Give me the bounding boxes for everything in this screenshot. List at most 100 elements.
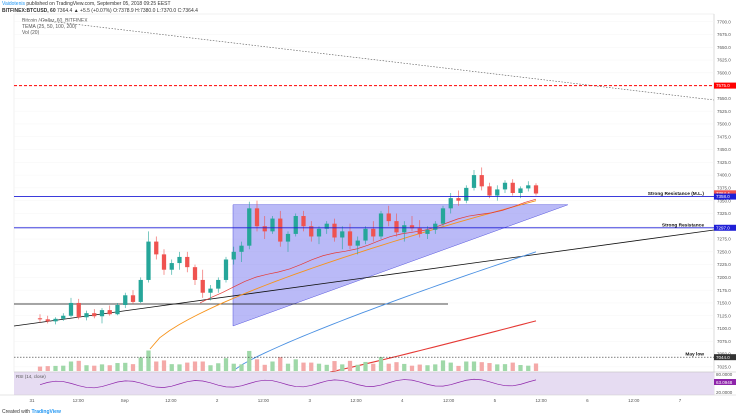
candle-body[interactable] xyxy=(223,259,229,280)
candle-body[interactable] xyxy=(231,251,236,260)
candle-body[interactable] xyxy=(92,313,97,317)
candle-body[interactable] xyxy=(169,263,174,270)
candle-body[interactable] xyxy=(208,288,213,293)
candle-body[interactable] xyxy=(293,216,298,234)
candle-body[interactable] xyxy=(371,228,376,237)
rising-support-line[interactable] xyxy=(13,229,715,327)
price-axis-label: 7325.0 xyxy=(717,211,731,216)
time-axis[interactable]: 31 12:00 Sep 12:00 2 12:00 3 12:00 4 12:00 5 12:00 6… xyxy=(29,398,681,403)
candle-body[interactable] xyxy=(247,208,252,246)
candle-body[interactable] xyxy=(456,198,461,201)
volume-bar xyxy=(192,361,198,371)
candle-body[interactable] xyxy=(278,218,283,242)
price-axis-label: 7100.0 xyxy=(717,326,731,331)
volume-bar xyxy=(340,364,345,371)
volume-bar xyxy=(76,360,81,371)
candle-body[interactable] xyxy=(479,175,484,187)
main-plot-frame xyxy=(13,13,715,373)
candle-body[interactable] xyxy=(386,213,391,222)
volume-bar xyxy=(533,363,539,371)
candle-body[interactable] xyxy=(440,208,446,224)
time-axis-label: 12:00 xyxy=(536,398,548,403)
candle-body[interactable] xyxy=(471,175,477,188)
candle-body[interactable] xyxy=(316,228,322,237)
candle-body[interactable] xyxy=(402,225,407,233)
candle-body[interactable] xyxy=(363,228,368,241)
candle-body[interactable] xyxy=(262,226,267,232)
candle-body[interactable] xyxy=(254,208,260,227)
candle-body[interactable] xyxy=(216,279,221,289)
candle-body[interactable] xyxy=(526,185,531,189)
volume-bar xyxy=(371,363,376,371)
candle-body[interactable] xyxy=(502,182,508,190)
candle-body[interactable] xyxy=(123,295,128,306)
price-axis-label: 7175.0 xyxy=(717,288,731,293)
candle-body[interactable] xyxy=(154,241,159,255)
price-tag-value: 7358.0 xyxy=(716,194,730,199)
candle-body[interactable] xyxy=(138,279,143,302)
candle-body[interactable] xyxy=(533,185,539,194)
author-name[interactable]: Vaidotenis xyxy=(2,1,25,7)
candle-body[interactable] xyxy=(309,226,314,237)
volume-bar xyxy=(355,364,360,371)
price-tag xyxy=(714,190,736,197)
candle-body[interactable] xyxy=(301,216,306,227)
candle-body[interactable] xyxy=(192,267,198,280)
candle-body[interactable] xyxy=(45,319,50,322)
ohlc-values: 7364.4 ▲ +5.5 (+0.07%) O:7378.9 H:7380.0… xyxy=(57,8,198,14)
candle-body[interactable] xyxy=(394,221,399,233)
volume-bar xyxy=(216,363,221,371)
volume-bar xyxy=(526,365,531,371)
candle-body[interactable] xyxy=(425,229,430,234)
descending-trendline[interactable] xyxy=(39,19,715,101)
candle-body[interactable] xyxy=(355,240,360,246)
volume-bar xyxy=(161,360,167,371)
candle-body[interactable] xyxy=(107,310,112,315)
candle-body[interactable] xyxy=(115,305,120,315)
ascending-triangle-pattern[interactable] xyxy=(232,204,569,327)
time-axis-label: 12:00 xyxy=(165,398,177,403)
candle-body[interactable] xyxy=(99,310,105,317)
candle-body[interactable] xyxy=(324,223,329,229)
tradingview-brand[interactable]: TradingView xyxy=(31,409,61,415)
candle-body[interactable] xyxy=(270,218,275,232)
candle-body[interactable] xyxy=(518,188,523,193)
rsi-value-tag xyxy=(714,379,736,385)
candle-body[interactable] xyxy=(433,223,438,230)
candle-body[interactable] xyxy=(200,279,205,293)
candle-body[interactable] xyxy=(464,187,469,201)
candle-body[interactable] xyxy=(448,198,453,209)
footer: Created with TradingView xyxy=(2,409,61,415)
candle-body[interactable] xyxy=(239,245,244,252)
candle-body[interactable] xyxy=(130,295,136,302)
volume-bar xyxy=(502,364,508,371)
candle-body[interactable] xyxy=(177,256,182,264)
candle-body[interactable] xyxy=(53,318,58,322)
candle-body[interactable] xyxy=(487,186,492,196)
candle-body[interactable] xyxy=(378,213,384,237)
candle-body[interactable] xyxy=(347,231,353,246)
candle-body[interactable] xyxy=(161,254,167,270)
volume-bar xyxy=(138,357,143,371)
candle-body[interactable] xyxy=(68,302,74,316)
candle-body[interactable] xyxy=(495,189,500,196)
candlestick-series[interactable] xyxy=(37,167,539,325)
candle-body[interactable] xyxy=(37,318,43,320)
volume-bar xyxy=(293,359,298,371)
volume-bar xyxy=(99,364,105,371)
candle-body[interactable] xyxy=(510,182,515,193)
candle-body[interactable] xyxy=(417,228,422,234)
volume-bar xyxy=(332,361,337,371)
candle-body[interactable] xyxy=(76,302,81,318)
price-tag xyxy=(714,193,736,200)
candle-body[interactable] xyxy=(84,313,89,318)
candle-body[interactable] xyxy=(285,233,291,242)
candle-body[interactable] xyxy=(61,315,66,319)
time-axis-label: 5 xyxy=(494,398,497,403)
candle-body[interactable] xyxy=(340,231,345,238)
candle-body[interactable] xyxy=(146,241,151,280)
candle-body[interactable] xyxy=(185,256,190,268)
candle-body[interactable] xyxy=(332,223,337,238)
candle-body[interactable] xyxy=(409,225,415,229)
